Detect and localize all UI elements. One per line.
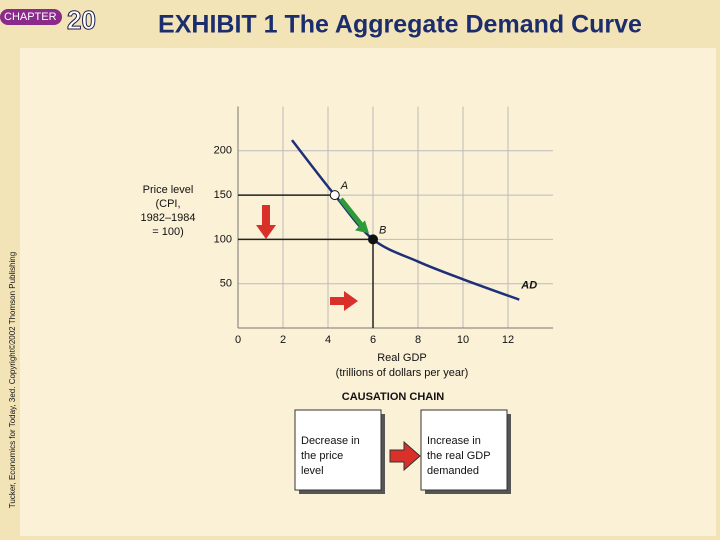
point [329,190,340,201]
y-axis-label: (CPI, [155,198,180,210]
box-line: Decrease in [301,435,360,447]
box-line: level [301,465,324,477]
chart: 0 2 4 6 8 10 12 50 100 150 200 Price level (CPI, 1982… [140,106,553,379]
box [420,409,508,491]
y-axis-label: Price level [143,184,194,196]
causation-title: CAUSATION CHAIN [342,391,445,403]
x-axis-label: (trillions of dollars per year) [336,367,469,379]
chain-arrow [389,440,421,472]
y-tick-label: 50 [220,278,232,290]
box-line: Increase in [427,435,481,447]
movement-arrowhead [355,220,369,234]
ad-curve [291,139,520,301]
point-label: B [379,224,386,236]
chapter-number: 20 [67,5,96,35]
series-label: AD [520,280,537,292]
x-tick-label: 2 [280,334,286,346]
box-text: Decrease in the price level Increase in the … [301,435,491,477]
box-line: demanded [427,465,479,477]
box-line: the price [301,450,343,462]
y-tick-label: 200 [214,145,232,157]
x-tick-label: 8 [415,334,421,346]
point [368,234,378,245]
x-tick-label: 6 [370,334,376,346]
y-axis-label: 1982–1984 [140,212,195,224]
point-label: A [340,180,348,192]
x-tick-label: 4 [325,334,331,346]
x-axis-label: Real GDP [377,352,427,364]
credit: Tucker, Economics for Today, 3ed. Copyri… [8,252,17,508]
y-tick-label: 100 [214,233,232,245]
title: EXHIBIT 1 The Aggregate Demand Curve [158,11,642,39]
box [294,409,382,491]
chapter-badge [0,9,62,25]
price-down-arrow [256,205,276,239]
movement-arrow [338,197,367,231]
x-tick-label: 12 [502,334,514,346]
box-line: the real GDP [427,450,491,462]
y-axis-label: = 100) [152,226,184,238]
x-tick-label: 0 [235,334,241,346]
gdp-up-arrow [330,291,358,311]
y-tick-label: 150 [214,189,232,201]
chapter-label: CHAPTER [4,11,57,23]
x-tick-label: 10 [457,334,469,346]
